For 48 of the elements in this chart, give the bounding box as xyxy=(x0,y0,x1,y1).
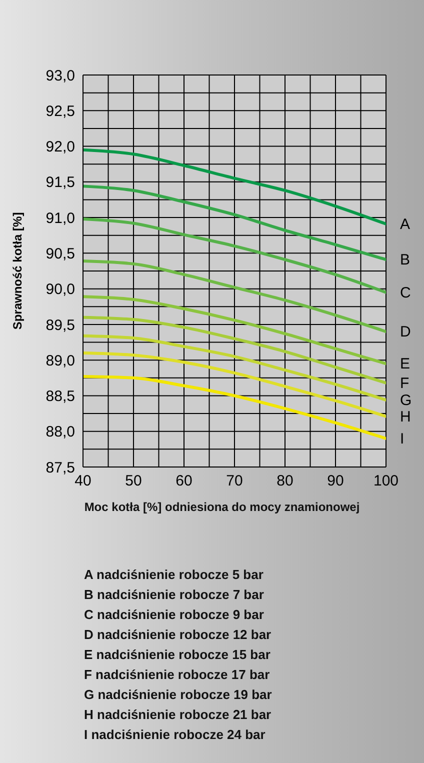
y-tick-label: 89,0 xyxy=(46,352,75,370)
x-tick-label: 70 xyxy=(226,472,243,490)
line-series xyxy=(83,260,386,334)
text: C nadciśnienie robocze 9 bar xyxy=(84,606,265,624)
x-axis-title: Moc kotła [%] odniesiona do mocy znamionowej xyxy=(83,500,361,514)
text: I nadciśnienie robocze 24 bar xyxy=(84,726,266,744)
series-label: D xyxy=(400,324,411,341)
line-series xyxy=(83,351,386,418)
y-tick-label: 91,0 xyxy=(46,210,75,227)
text: F nadciśnienie robocze 17 bar xyxy=(84,666,271,684)
series-label: H xyxy=(400,408,411,426)
y-tick-label: 88,5 xyxy=(46,388,75,406)
series-label: I xyxy=(400,430,404,448)
y-tick-label: 92,5 xyxy=(46,102,75,120)
y-tick-label: 88,0 xyxy=(46,424,75,441)
series-label: E xyxy=(400,356,410,373)
series-label: C xyxy=(400,284,411,302)
y-tick-label: 91,5 xyxy=(46,174,75,192)
x-tick-label: 40 xyxy=(74,472,92,490)
series-label: F xyxy=(400,374,410,392)
text: H nadciśnienie robocze 21 bar xyxy=(84,706,272,724)
series-label: A xyxy=(400,216,410,233)
text: A nadciśnienie robocze 5 bar xyxy=(84,566,264,584)
y-tick-label: 93,0 xyxy=(46,67,75,84)
text: B nadciśnienie robocze 7 bar xyxy=(84,586,265,604)
y-tick-label: 89,5 xyxy=(46,316,75,334)
x-tick-label: 90 xyxy=(327,472,344,490)
y-tick-label: 87,5 xyxy=(46,459,75,476)
line-series xyxy=(83,184,386,262)
y-axis-title: Sprawność kotła [%] xyxy=(10,212,24,330)
line-series xyxy=(83,295,386,366)
y-tick-label: 92,0 xyxy=(46,138,75,156)
y-tick-label: 90,0 xyxy=(46,281,75,298)
text: D nadciśnienie robocze 12 bar xyxy=(84,626,272,644)
x-tick-label: 60 xyxy=(176,472,192,490)
y-tick-label: 90,5 xyxy=(46,246,75,263)
line-series xyxy=(83,148,386,226)
text: G nadciśnienie robocze 19 bar xyxy=(84,686,272,704)
x-tick-label: 100 xyxy=(373,472,399,490)
line-series xyxy=(83,316,386,384)
line-series xyxy=(83,217,386,294)
x-tick-label: 50 xyxy=(125,472,142,490)
text: E nadciśnienie robocze 15 bar xyxy=(84,646,272,664)
line-series xyxy=(83,374,386,440)
x-tick-label: 80 xyxy=(276,472,294,490)
line-series xyxy=(83,334,386,402)
series-label: G xyxy=(400,392,412,410)
series-label: B xyxy=(400,252,410,269)
